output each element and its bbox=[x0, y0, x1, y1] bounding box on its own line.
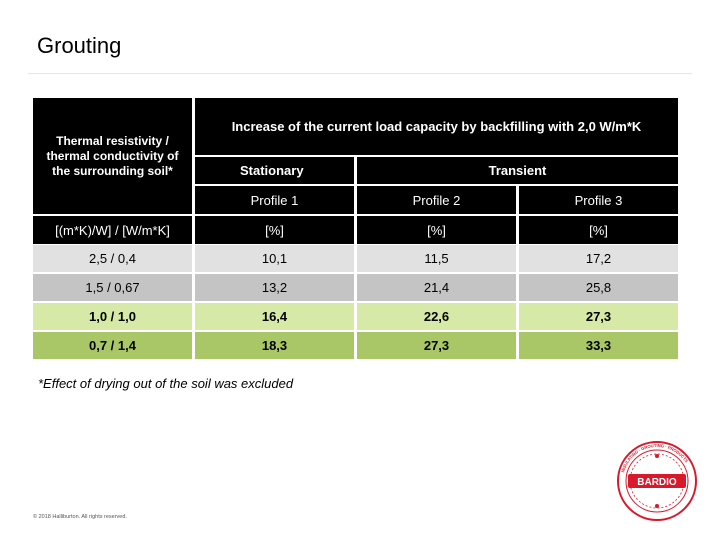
profile-header: Profile 1 bbox=[195, 186, 354, 214]
row-header-label: Thermal resistivity / thermal conductivi… bbox=[33, 98, 192, 214]
bardio-seal-icon: BARDIO INSULATING · GROUTING · PRODUCTS bbox=[617, 441, 697, 521]
profile-header: Profile 3 bbox=[519, 186, 678, 214]
table-row-cell: 0,7 / 1,4 bbox=[33, 332, 192, 359]
table-row-cell: 18,3 bbox=[195, 332, 354, 359]
table-row-cell: 25,8 bbox=[519, 274, 678, 301]
profile-header: Profile 2 bbox=[357, 186, 516, 214]
table-row-cell: 16,4 bbox=[195, 303, 354, 330]
units-cell: [%] bbox=[195, 216, 354, 244]
title-divider bbox=[28, 73, 692, 74]
units-cell: [(m*K)/W] / [W/m*K] bbox=[33, 216, 192, 244]
table-row-cell: 11,5 bbox=[357, 245, 516, 272]
group-transient-header: Transient bbox=[357, 157, 678, 184]
units-cell: [%] bbox=[357, 216, 516, 244]
table-row-cell: 27,3 bbox=[519, 303, 678, 330]
table-row-cell: 10,1 bbox=[195, 245, 354, 272]
page-title: Grouting bbox=[37, 33, 122, 58]
main-header: Increase of the current load capacity by… bbox=[195, 98, 678, 155]
svg-text:BARDIO: BARDIO bbox=[637, 477, 677, 488]
units-cell: [%] bbox=[519, 216, 678, 244]
footnote: *Effect of drying out of the soil was ex… bbox=[38, 376, 294, 391]
table-row-cell: 33,3 bbox=[519, 332, 678, 359]
table-row-cell: 1,5 / 0,67 bbox=[33, 274, 192, 301]
table-row-cell: 17,2 bbox=[519, 245, 678, 272]
copyright-text: © 2018 Halliburton. All rights reserved. bbox=[33, 514, 127, 520]
table-row-cell: 2,5 / 0,4 bbox=[33, 245, 192, 272]
table-row-cell: 27,3 bbox=[357, 332, 516, 359]
table-row-cell: 1,0 / 1,0 bbox=[33, 303, 192, 330]
table-row-cell: 21,4 bbox=[357, 274, 516, 301]
table-row-cell: 13,2 bbox=[195, 274, 354, 301]
bardio-logo: BARDIO INSULATING · GROUTING · PRODUCTS bbox=[616, 440, 698, 522]
table-row-cell: 22,6 bbox=[357, 303, 516, 330]
group-stationary-header: Stationary bbox=[195, 157, 354, 184]
